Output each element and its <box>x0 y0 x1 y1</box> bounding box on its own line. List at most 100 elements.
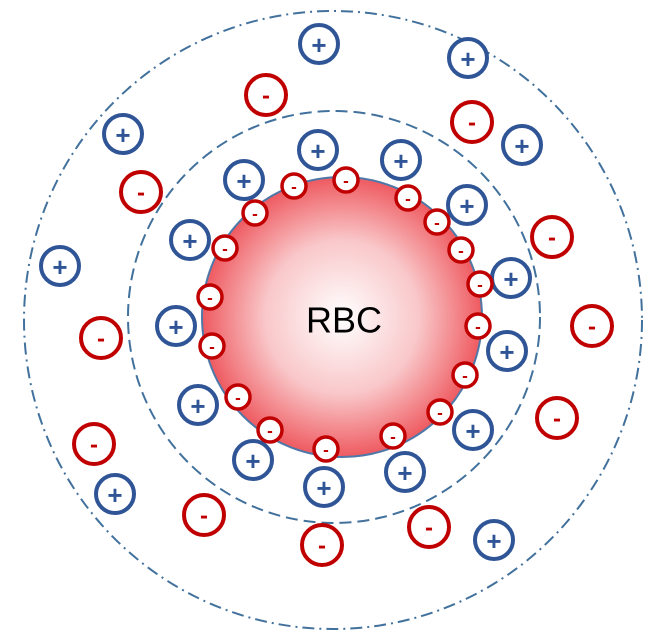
cation <box>298 23 340 65</box>
cation <box>155 305 197 347</box>
surface-charge-sign: - <box>235 389 241 408</box>
surface-charge-sign: - <box>405 190 411 209</box>
anion-sign: - <box>90 432 98 459</box>
cation <box>297 129 339 171</box>
surface-charge-sign: - <box>209 338 215 357</box>
anion <box>570 304 614 348</box>
anion-sign: - <box>262 83 270 110</box>
surface-charge-sign: - <box>252 205 258 224</box>
anion-sign: - <box>318 533 326 560</box>
anion-sign: - <box>553 406 561 433</box>
cation-sign: + <box>514 131 529 161</box>
anion-sign: - <box>425 515 433 542</box>
cation <box>384 451 426 493</box>
cation-sign: + <box>397 458 412 488</box>
surface-charge <box>426 398 454 426</box>
anion-sign: - <box>548 225 556 252</box>
surface-charge <box>280 172 308 200</box>
surface-charge-sign: - <box>222 240 228 259</box>
surface-charge <box>466 270 494 298</box>
surface-charge-sign: - <box>207 289 213 308</box>
cation <box>177 384 219 426</box>
cation <box>102 113 144 155</box>
cation-sign: + <box>115 120 130 150</box>
surface-charge <box>332 166 360 194</box>
anion <box>535 396 579 440</box>
surface-charge <box>196 283 224 311</box>
cation-sign: + <box>393 146 408 176</box>
cation-sign: + <box>460 44 475 74</box>
anion <box>530 215 574 259</box>
anion-sign: - <box>200 503 208 530</box>
surface-charge-sign: - <box>291 178 297 197</box>
cation <box>447 37 489 79</box>
cation-sign: + <box>465 416 480 446</box>
cation-sign: + <box>499 337 514 367</box>
cation <box>486 330 528 372</box>
cation <box>94 473 136 515</box>
anion <box>244 73 288 117</box>
cation <box>380 139 422 181</box>
cation-sign: + <box>311 30 326 60</box>
surface-charge <box>198 332 226 360</box>
cation-sign: + <box>245 446 260 476</box>
surface-charge <box>394 184 422 212</box>
cation-sign: + <box>486 526 501 556</box>
surface-charge-sign: - <box>343 172 349 191</box>
cation-sign: + <box>310 136 325 166</box>
surface-charge-sign: - <box>437 404 443 423</box>
anion <box>407 505 451 549</box>
cation-sign: + <box>107 480 122 510</box>
surface-charge-sign: - <box>434 214 440 233</box>
surface-charge-sign: - <box>323 441 329 460</box>
cation <box>452 409 494 451</box>
anion <box>182 493 226 537</box>
surface-charge-sign: - <box>475 318 481 337</box>
surface-charge <box>241 199 269 227</box>
surface-charge <box>447 236 475 264</box>
anion <box>119 170 163 214</box>
cation-sign: + <box>236 166 251 196</box>
surface-charge <box>224 383 252 411</box>
cation-sign: + <box>182 226 197 256</box>
cation-sign: + <box>459 191 474 221</box>
surface-charge-sign: - <box>462 367 468 386</box>
cation-sign: + <box>316 473 331 503</box>
cation-sign: + <box>503 264 518 294</box>
anion <box>300 523 344 567</box>
stern-layer-boundary <box>127 110 541 524</box>
cation-sign: + <box>168 312 183 342</box>
surface-charge <box>256 416 284 444</box>
cation <box>169 219 211 261</box>
surface-charge-sign: - <box>458 242 464 261</box>
anion <box>450 100 494 144</box>
surface-charge <box>211 234 239 262</box>
cation <box>501 124 543 166</box>
anion <box>72 422 116 466</box>
anion-sign: - <box>588 314 596 341</box>
surface-charge <box>451 361 479 389</box>
surface-charge-sign: - <box>477 276 483 295</box>
cation <box>223 159 265 201</box>
surface-charge <box>423 208 451 236</box>
anion-sign: - <box>137 180 145 207</box>
diffuse-layer-boundary <box>23 10 643 630</box>
surface-charge-sign: - <box>390 428 396 447</box>
cation <box>232 439 274 481</box>
surface-charge <box>464 312 492 340</box>
anion-sign: - <box>97 326 105 353</box>
surface-charge <box>379 422 407 450</box>
anion <box>79 316 123 360</box>
surface-charge <box>312 435 340 463</box>
cell-label: RBC <box>306 300 382 341</box>
cation <box>303 466 345 508</box>
surface-charge-sign: - <box>267 422 273 441</box>
anion-sign: - <box>468 110 476 137</box>
cation-sign: + <box>190 391 205 421</box>
cation <box>473 519 515 561</box>
cation <box>446 184 488 226</box>
cation <box>39 245 81 287</box>
cation-sign: + <box>52 252 67 282</box>
